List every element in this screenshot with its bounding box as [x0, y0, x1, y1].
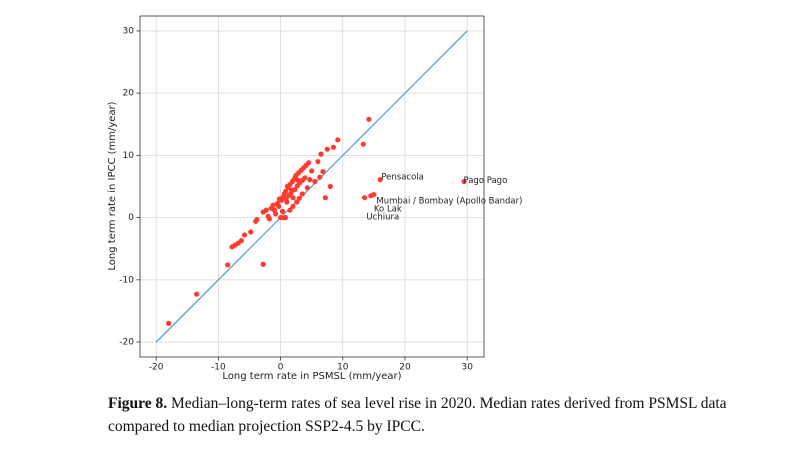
y-tick-label: 0 [128, 213, 134, 223]
point [225, 262, 231, 268]
point [238, 238, 244, 244]
point [302, 175, 308, 181]
point [282, 215, 289, 221]
x-tick-label: -10 [211, 363, 226, 373]
point [279, 208, 286, 214]
point [360, 141, 366, 147]
y-tick-label: 20 [123, 89, 135, 99]
point [287, 207, 293, 213]
point [260, 261, 266, 267]
point [312, 178, 318, 185]
point [361, 195, 368, 201]
y-tick-label: 10 [123, 151, 135, 161]
point [461, 178, 467, 185]
point [276, 203, 282, 210]
point [317, 174, 323, 180]
point [330, 144, 337, 150]
x-axis-label: Long term rate in PSMSL (mm/year) [222, 371, 401, 382]
point [295, 177, 301, 183]
point [309, 168, 315, 174]
y-tick-label: -10 [119, 275, 134, 285]
caption-text: Median–long-term rates of sea level rise… [108, 395, 727, 435]
point [273, 211, 279, 217]
point [305, 160, 312, 166]
point [276, 196, 282, 202]
reference-line [155, 30, 468, 343]
point [283, 195, 289, 201]
point [315, 159, 321, 165]
y-axis-label: Long term rate in IPCC (mm/year) [107, 101, 118, 270]
point [318, 151, 324, 157]
x-tick-label: -20 [149, 363, 164, 373]
x-tick-label: 10 [337, 363, 349, 373]
point [282, 188, 289, 195]
annotation: Pago Pago [463, 176, 507, 186]
plot-frame [139, 15, 485, 358]
x-tick-label: 20 [399, 363, 411, 373]
point [322, 195, 328, 201]
point [324, 146, 330, 152]
annotation: Uchiura [366, 212, 399, 222]
point [270, 202, 276, 208]
point [166, 320, 172, 326]
point [289, 187, 295, 193]
point [248, 229, 254, 235]
point [290, 203, 296, 210]
point [296, 195, 302, 201]
x-tick-label: 30 [461, 363, 473, 373]
point [304, 185, 310, 191]
chart: Long term rate in PSMSL (mm/year) Long t… [107, 15, 522, 382]
annotation: Ko Lak [374, 204, 402, 214]
point [320, 168, 326, 175]
caption-label: Figure 8. [108, 395, 168, 412]
point [335, 137, 341, 143]
annotation: Pensacola [381, 173, 424, 183]
x-tick-label: 0 [278, 363, 284, 373]
point [299, 191, 305, 197]
point [263, 207, 269, 213]
point [327, 183, 333, 190]
point [254, 216, 260, 223]
point [377, 177, 383, 183]
point [366, 116, 372, 122]
point [292, 173, 299, 180]
annotation: Mumbai / Bombay (Apollo Bandar) [376, 196, 522, 206]
point [294, 199, 300, 205]
point [290, 195, 296, 201]
point [241, 232, 248, 238]
caption: Figure 8. Median–long-term rates of sea … [108, 392, 788, 438]
point [371, 191, 377, 198]
point [284, 183, 291, 190]
point [194, 291, 200, 297]
y-tick-label: -20 [119, 338, 134, 348]
point [266, 216, 272, 222]
y-tick-label: 30 [123, 26, 135, 36]
point [307, 177, 313, 183]
